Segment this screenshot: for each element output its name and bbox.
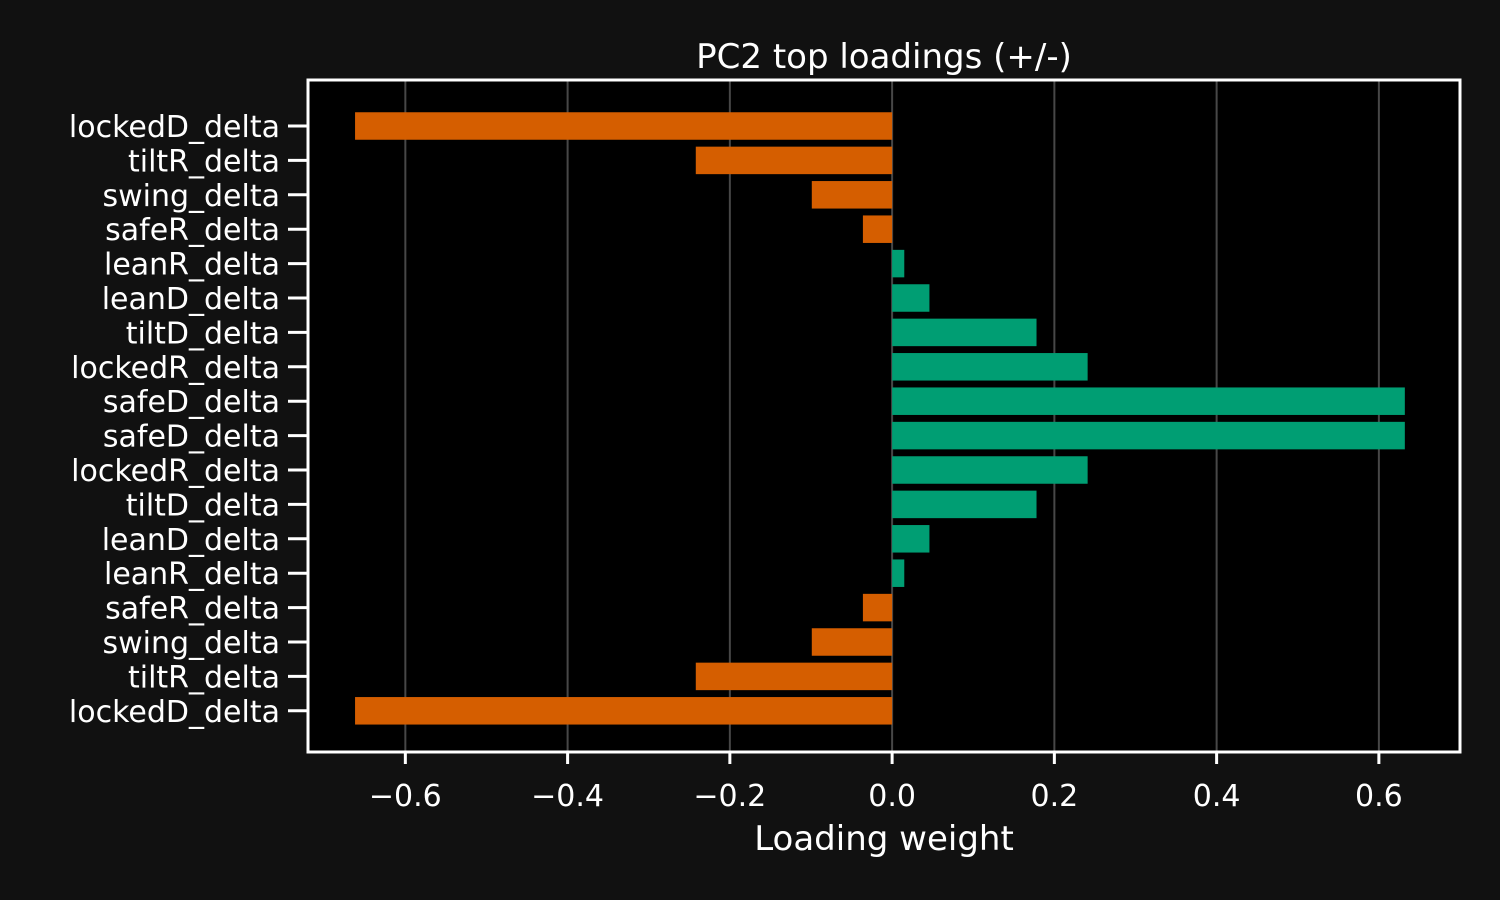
x-axis: −0.6 −0.4 −0.2 0.0 0.2 0.4 0.6 [369, 752, 1403, 814]
y-tick-label: leanD_delta [102, 523, 280, 558]
bars [355, 112, 1405, 725]
y-tick-label: tiltD_delta [126, 488, 280, 523]
x-tick-label: 0.4 [1193, 779, 1241, 814]
y-tick-label: leanR_delta [104, 248, 280, 283]
plot-frame [306, 78, 1462, 754]
bar [892, 284, 930, 312]
bar [892, 249, 905, 278]
y-tick-label: leanD_delta [102, 282, 280, 317]
y-axis: lockedD_deltatiltR_deltaswing_deltasafeR… [69, 110, 308, 730]
bar [892, 490, 1037, 519]
y-tick-label: safeR_delta [105, 592, 280, 627]
y-tick-label: lockedR_delta [71, 351, 280, 386]
bar [355, 112, 893, 140]
y-tick-label: swing_delta [102, 626, 280, 661]
y-tick-label: lockedR_delta [71, 454, 280, 489]
chart-title: PC2 top loadings (+/-) [696, 37, 1072, 77]
y-tick-label: safeR_delta [105, 213, 280, 248]
x-tick-label: 0.0 [868, 779, 916, 814]
bar [892, 353, 1088, 381]
bar [695, 146, 893, 175]
y-tick-label: swing_delta [102, 179, 280, 214]
x-tick-label: −0.2 [693, 779, 766, 814]
y-tick-label: safeD_delta [103, 420, 280, 455]
y-tick-label: lockedD_delta [69, 110, 280, 145]
x-tick-label: 0.2 [1031, 779, 1079, 814]
y-tick-label: safeD_delta [103, 385, 280, 420]
y-tick-label: tiltD_delta [126, 316, 280, 351]
y-tick-label: lockedD_delta [69, 695, 280, 730]
bar [811, 181, 893, 209]
bar [892, 456, 1088, 484]
bar [355, 697, 893, 725]
bar [695, 662, 893, 691]
bar [892, 387, 1405, 415]
bar [892, 421, 1405, 450]
bar [862, 593, 893, 622]
x-axis-label: Loading weight [754, 819, 1014, 859]
y-tick-label: tiltR_delta [128, 660, 280, 695]
bar [811, 628, 893, 656]
x-tick-label: 0.6 [1355, 779, 1403, 814]
bar [892, 318, 1037, 347]
bar [892, 559, 905, 587]
y-tick-label: leanR_delta [104, 557, 280, 592]
bar [892, 525, 930, 553]
bar [862, 215, 893, 243]
x-tick-label: −0.6 [369, 779, 442, 814]
x-tick-label: −0.4 [531, 779, 604, 814]
y-tick-label: tiltR_delta [128, 144, 280, 179]
